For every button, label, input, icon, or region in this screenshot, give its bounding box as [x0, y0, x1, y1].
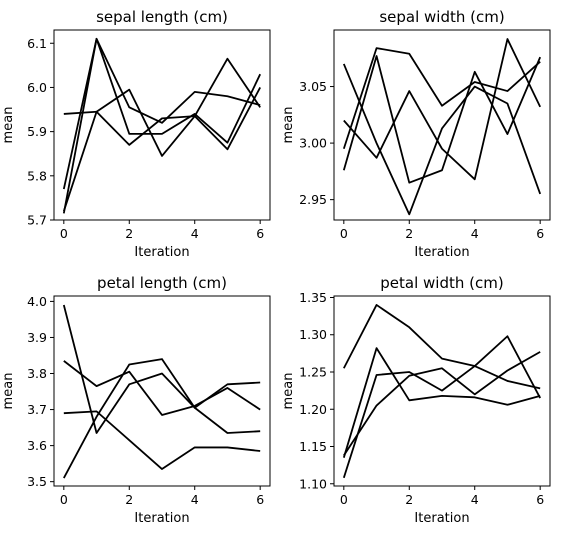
series-line-2: [342, 47, 541, 150]
subplot-title: sepal length (cm): [96, 8, 228, 26]
x-tick-label: 4: [471, 492, 479, 507]
y-tick-label: 6.1: [27, 36, 47, 51]
x-tick-label: 2: [405, 492, 413, 507]
y-tick-label: 5.7: [27, 213, 47, 228]
y-tick-label: 3.9: [27, 330, 47, 345]
subplot-title: sepal width (cm): [379, 8, 504, 26]
plot-frame: [53, 29, 271, 221]
series-line-4: [343, 351, 541, 456]
x-tick-label: 2: [125, 492, 133, 507]
subplot-4: 0 2 4 6 1.10 1.15 1.20 1.25 1.30 1.35 petal width …: [281, 274, 551, 526]
series-line-1: [342, 63, 542, 216]
series-line-4: [343, 38, 541, 181]
y-tick-label: 5.9: [27, 124, 47, 139]
series-line-3: [342, 335, 541, 479]
x-tick-label: 0: [340, 492, 348, 507]
plot-frame: [53, 295, 271, 487]
x-tick-label: 2: [405, 226, 413, 241]
series-line-1: [343, 304, 541, 390]
x-tick-label: 2: [125, 226, 133, 241]
y-tick-label: 1.15: [299, 439, 327, 454]
x-tick-label: 0: [340, 226, 348, 241]
x-axis-label: Iteration: [414, 245, 469, 260]
y-tick-label: 3.8: [27, 366, 47, 381]
x-axis-label: Iteration: [414, 511, 469, 526]
y-tick-label: 1.35: [299, 290, 327, 305]
series-line-2: [63, 360, 261, 416]
x-tick-label: 0: [60, 492, 68, 507]
series-line-2: [342, 347, 541, 458]
x-tick-label: 4: [191, 492, 199, 507]
series-line-1: [62, 304, 261, 434]
x-tick-label: 0: [60, 226, 68, 241]
y-tick-label: 2.95: [299, 192, 327, 207]
y-axis-label: mean: [281, 373, 296, 410]
series-line-3: [63, 358, 261, 479]
series-line-3: [342, 55, 542, 184]
subplot-2: 0 2 4 6 2.95 3.00 3.05 sepal width (cm) Iteratio…: [281, 8, 551, 260]
series-line-4: [63, 410, 261, 470]
y-tick-label: 4.0: [27, 294, 47, 309]
x-tick-label: 6: [536, 226, 544, 241]
y-tick-label: 3.7: [27, 402, 47, 417]
x-tick-label: 4: [471, 226, 479, 241]
plot-frame: [333, 295, 551, 487]
y-tick-label: 6.0: [27, 80, 47, 95]
series-line-2: [62, 37, 261, 190]
y-tick-label: 3.6: [27, 438, 47, 453]
y-tick-label: 3.00: [299, 136, 327, 151]
x-axis-label: Iteration: [134, 245, 189, 260]
y-axis-label: mean: [1, 107, 16, 144]
x-axis-label: Iteration: [134, 511, 189, 526]
subplot-title: petal length (cm): [97, 274, 227, 292]
y-tick-label: 1.20: [299, 402, 327, 417]
plot-frame: [333, 29, 551, 221]
series-line-1: [63, 57, 261, 146]
x-tick-label: 4: [191, 226, 199, 241]
y-tick-label: 1.10: [299, 476, 327, 491]
y-axis-label: mean: [1, 373, 16, 410]
x-tick-label: 6: [256, 492, 264, 507]
y-tick-label: 3.05: [299, 79, 327, 94]
subplot-1: 0 2 4 6 5.7 5.8 5.9 6.0 6.1 sepal length (cm) Iter…: [1, 8, 271, 260]
y-tick-label: 1.30: [299, 327, 327, 342]
series-line-3: [62, 87, 261, 212]
x-tick-label: 6: [536, 492, 544, 507]
subplot-3: 0 2 4 6 3.5 3.6 3.7 3.8 3.9 4.0 petal length (cm) I…: [1, 274, 271, 526]
y-axis-label: mean: [281, 107, 296, 144]
x-tick-label: 6: [256, 226, 264, 241]
y-tick-label: 3.5: [27, 474, 47, 489]
series-line-4: [62, 37, 261, 214]
y-tick-label: 5.8: [27, 168, 47, 183]
y-tick-label: 1.25: [299, 365, 327, 380]
subplot-title: petal width (cm): [380, 274, 503, 292]
